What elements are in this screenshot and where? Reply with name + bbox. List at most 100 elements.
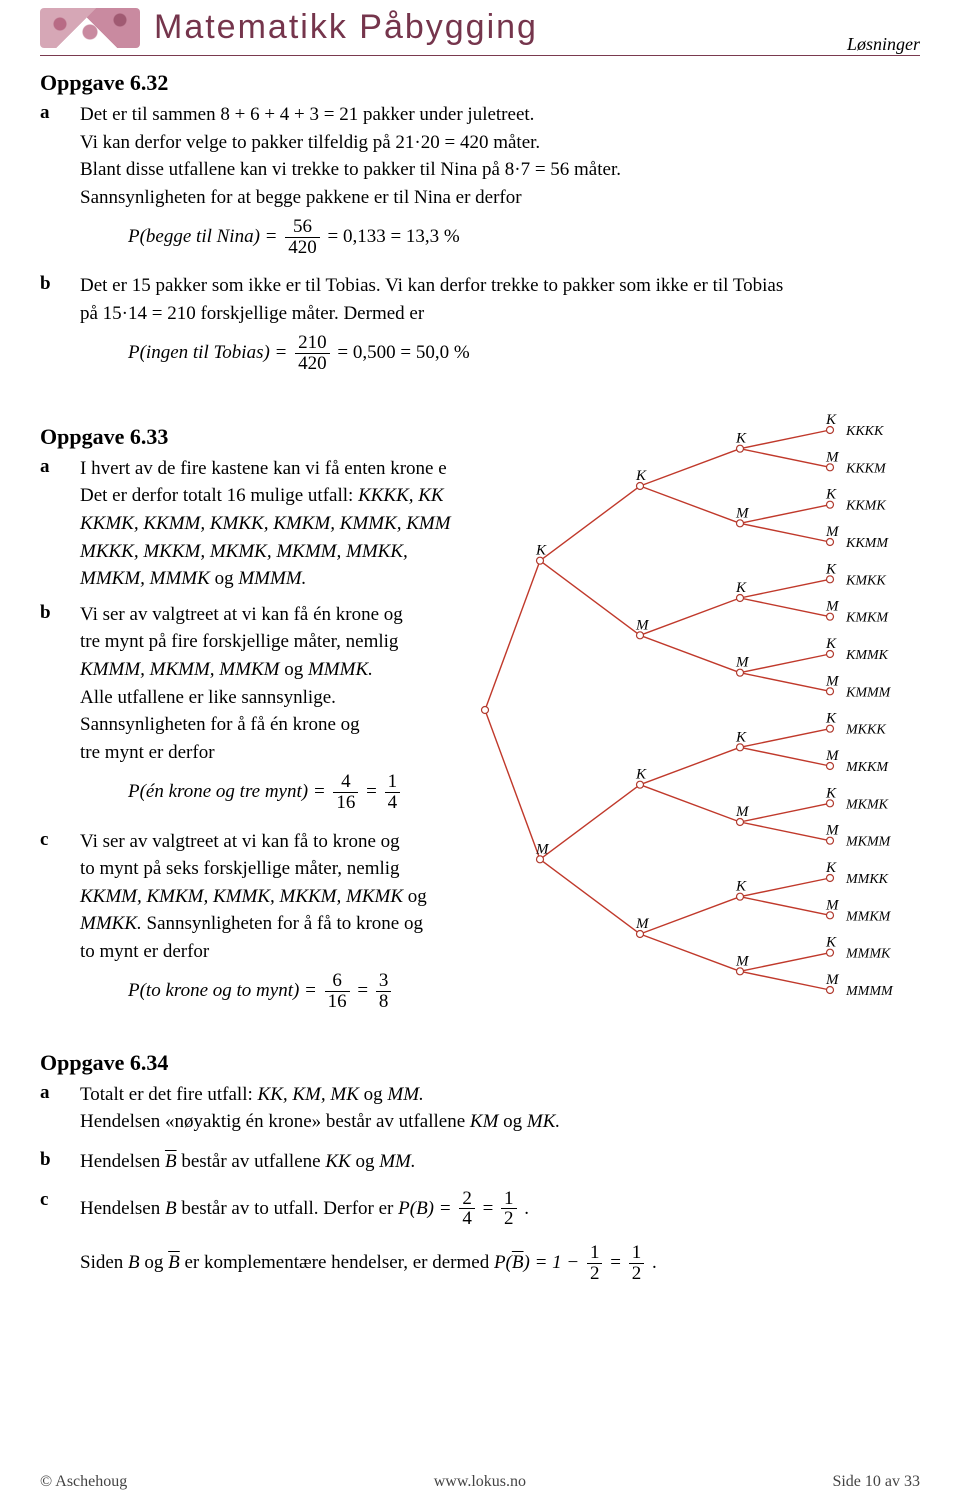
line: Hendelsen B består av to utfall. Derfor … bbox=[80, 1189, 920, 1230]
svg-text:K: K bbox=[735, 878, 747, 894]
svg-text:M: M bbox=[825, 598, 840, 614]
formula: P(begge til Nina) = 56420 = 0,133 = 13,3… bbox=[128, 217, 920, 258]
svg-text:M: M bbox=[825, 748, 840, 764]
footer-center: www.lokus.no bbox=[434, 1473, 526, 1491]
banner: Matematikk Påbygging bbox=[40, 0, 920, 56]
svg-text:M: M bbox=[825, 972, 840, 988]
line: Sannsynligheten for å få én krone og bbox=[80, 712, 466, 738]
svg-text:M: M bbox=[635, 617, 650, 633]
probability-tree: KMKMKMKMKMKMKMKMKMKMKMKMKMKMKMKKKKKKKMKK… bbox=[470, 410, 920, 1010]
svg-text:MMKM: MMKM bbox=[845, 909, 892, 924]
line: MMKK. Sannsynligheten for å få to krone … bbox=[80, 911, 466, 937]
heading-632: Oppgave 6.32 bbox=[40, 70, 920, 96]
part-label: b bbox=[40, 600, 80, 827]
banner-art bbox=[40, 8, 140, 48]
svg-text:M: M bbox=[735, 804, 750, 820]
line: tre mynt er derfor bbox=[80, 740, 466, 766]
part-label: b bbox=[40, 1147, 80, 1177]
svg-text:KKKM: KKKM bbox=[845, 461, 887, 476]
body-634a: Totalt er det fire utfall: KK, KM, MK og… bbox=[80, 1080, 920, 1137]
svg-text:K: K bbox=[825, 486, 837, 502]
heading-633: Oppgave 6.33 bbox=[40, 424, 466, 450]
line: Vi ser av valgtreet at vi kan få to kron… bbox=[80, 829, 466, 855]
svg-text:KKMK: KKMK bbox=[845, 498, 886, 513]
svg-text:K: K bbox=[825, 412, 837, 428]
svg-text:M: M bbox=[735, 654, 750, 670]
body-632b: Det er 15 pakker som ikke er til Tobias.… bbox=[80, 271, 920, 387]
footer-left: © Aschehoug bbox=[40, 1473, 127, 1491]
part-label: a bbox=[40, 1080, 80, 1137]
line: Det er til sammen 8 + 6 + 4 + 3 = 21 pak… bbox=[80, 102, 920, 128]
footer: © Aschehoug www.lokus.no Side 10 av 33 bbox=[0, 1473, 960, 1491]
body-634c: Hendelsen B består av to utfall. Derfor … bbox=[80, 1187, 920, 1287]
line: KKMM, KMKM, KMMK, MKKM, MKMK og bbox=[80, 884, 466, 910]
svg-text:MKMM: MKMM bbox=[845, 834, 892, 849]
line: to mynt på seks forskjellige måter, neml… bbox=[80, 856, 466, 882]
svg-text:M: M bbox=[535, 841, 550, 857]
line: Sannsynligheten for at begge pakkene er … bbox=[80, 185, 920, 211]
line: Det er 15 pakker som ikke er til Tobias.… bbox=[80, 273, 920, 299]
part-label: a bbox=[40, 100, 80, 271]
heading-634: Oppgave 6.34 bbox=[40, 1050, 920, 1076]
svg-text:K: K bbox=[735, 430, 747, 446]
svg-text:M: M bbox=[635, 916, 650, 932]
part-label: c bbox=[40, 1187, 80, 1287]
svg-text:M: M bbox=[825, 449, 840, 465]
svg-text:MKKK: MKKK bbox=[845, 722, 886, 737]
svg-text:MKMK: MKMK bbox=[845, 797, 889, 812]
line: Hendelsen B består av utfallene KK og MM… bbox=[80, 1149, 920, 1175]
svg-text:MKKM: MKKM bbox=[845, 760, 889, 775]
part-label: c bbox=[40, 827, 80, 1026]
line: I hvert av de fire kastene kan vi få ent… bbox=[80, 456, 466, 482]
svg-text:KMKK: KMKK bbox=[845, 573, 886, 588]
svg-text:K: K bbox=[825, 561, 837, 577]
line: Hendelsen «nøyaktig én krone» består av … bbox=[80, 1109, 920, 1135]
line: tre mynt på fire forskjellige måter, nem… bbox=[80, 629, 466, 655]
svg-text:KMMK: KMMK bbox=[845, 648, 889, 663]
body-634b: Hendelsen B består av utfallene KK og MM… bbox=[80, 1147, 920, 1177]
line: Blant disse utfallene kan vi trekke to p… bbox=[80, 157, 920, 183]
svg-text:MMKK: MMKK bbox=[845, 872, 889, 887]
body-633b: Vi ser av valgtreet at vi kan få én kron… bbox=[80, 600, 466, 827]
svg-text:M: M bbox=[825, 897, 840, 913]
part-label: b bbox=[40, 271, 80, 387]
footer-right: Side 10 av 33 bbox=[832, 1473, 920, 1491]
line: KMMM, MKMM, MMKM og MMMK. bbox=[80, 657, 466, 683]
line: Vi ser av valgtreet at vi kan få én kron… bbox=[80, 602, 466, 628]
line: Totalt er det fire utfall: KK, KM, MK og… bbox=[80, 1082, 920, 1108]
corner-label: Løsninger bbox=[847, 34, 920, 55]
svg-text:K: K bbox=[825, 785, 837, 801]
svg-text:K: K bbox=[825, 934, 837, 950]
svg-text:KKKK: KKKK bbox=[845, 424, 884, 439]
svg-text:KKMM: KKMM bbox=[845, 536, 889, 551]
formula: P(én krone og tre mynt) = 416 = 14 bbox=[128, 772, 466, 813]
line: på 15·14 = 210 forskjellige måter. Derme… bbox=[80, 301, 920, 327]
svg-text:M: M bbox=[825, 673, 840, 689]
line: Vi kan derfor velge to pakker tilfeldig … bbox=[80, 130, 920, 156]
formula: P(to krone og to mynt) = 616 = 38 bbox=[128, 971, 466, 1012]
svg-text:M: M bbox=[825, 822, 840, 838]
body-632a: Det er til sammen 8 + 6 + 4 + 3 = 21 pak… bbox=[80, 100, 920, 271]
line: Alle utfallene er like sannsynlige. bbox=[80, 685, 466, 711]
line: MMKM, MMMK og MMMM. bbox=[80, 566, 466, 592]
svg-text:K: K bbox=[735, 729, 747, 745]
svg-text:K: K bbox=[635, 468, 647, 484]
banner-title: Matematikk Påbygging bbox=[154, 8, 538, 47]
svg-text:MMMM: MMMM bbox=[845, 984, 894, 999]
svg-text:K: K bbox=[825, 860, 837, 876]
svg-text:M: M bbox=[735, 505, 750, 521]
svg-text:M: M bbox=[825, 524, 840, 540]
part-label: a bbox=[40, 454, 80, 594]
svg-text:M: M bbox=[735, 953, 750, 969]
svg-text:MMMK: MMMK bbox=[845, 946, 891, 961]
formula: P(ingen til Tobias) = 210420 = 0,500 = 5… bbox=[128, 333, 920, 374]
svg-text:K: K bbox=[635, 766, 647, 782]
svg-text:K: K bbox=[825, 636, 837, 652]
svg-text:KMKM: KMKM bbox=[845, 610, 889, 625]
line: MKKK, MKKM, MKMK, MKMM, MMKK, bbox=[80, 539, 466, 565]
line: Det er derfor totalt 16 mulige utfall: K… bbox=[80, 483, 466, 509]
line: KKMK, KKMM, KMKK, KMKM, KMMK, KMM bbox=[80, 511, 466, 537]
svg-text:K: K bbox=[535, 542, 547, 558]
line: to mynt er derfor bbox=[80, 939, 466, 965]
svg-text:K: K bbox=[735, 580, 747, 596]
